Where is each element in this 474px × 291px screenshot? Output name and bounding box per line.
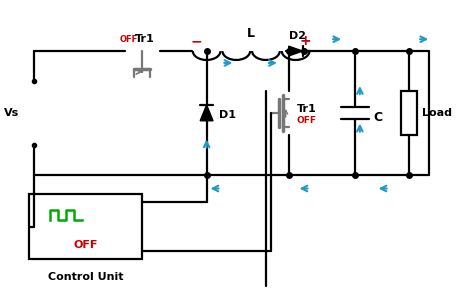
Text: OFF: OFF <box>297 116 317 125</box>
Polygon shape <box>200 105 213 121</box>
Text: Load: Load <box>422 108 452 118</box>
Text: OFF: OFF <box>119 35 137 44</box>
Text: Tr1: Tr1 <box>297 104 316 114</box>
Text: Vs: Vs <box>3 108 19 118</box>
Polygon shape <box>289 46 302 56</box>
Bar <box>28 194 142 259</box>
Text: −: − <box>191 34 202 48</box>
Text: D1: D1 <box>219 110 237 120</box>
Text: D2: D2 <box>289 31 306 41</box>
Text: L: L <box>247 27 255 40</box>
Bar <box>401 91 417 135</box>
Text: +: + <box>300 34 311 48</box>
Text: OFF: OFF <box>73 240 98 250</box>
Text: Tr1: Tr1 <box>135 34 154 44</box>
Text: C: C <box>374 111 383 124</box>
Text: Control Unit: Control Unit <box>48 272 123 282</box>
